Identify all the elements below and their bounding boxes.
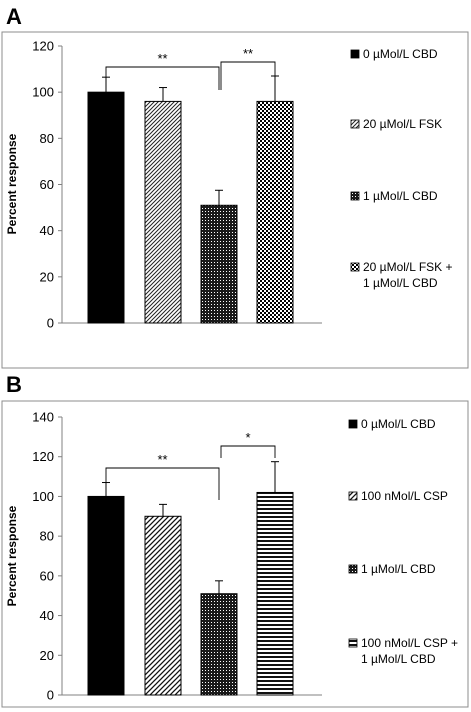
- legend-label: 0 µMol/L CBD: [363, 47, 438, 61]
- legend-swatch: [348, 491, 358, 501]
- y-axis-label: Percent response: [5, 505, 19, 606]
- y-tick-label: 40: [40, 608, 54, 623]
- y-tick-label: 20: [40, 269, 54, 284]
- panel-a: A 0 20 40 60 80 100 120 Percent response 0 µMol/L…: [1, 4, 469, 369]
- y-tick-label: 20: [40, 648, 54, 663]
- significance-label: **: [243, 46, 253, 61]
- significance-bracket: [220, 445, 276, 458]
- significance-bracket: [220, 61, 276, 90]
- legend-label: 1 µMol/L CBD: [361, 562, 436, 576]
- panel-label: A: [6, 4, 22, 29]
- legend-swatch: [350, 119, 360, 129]
- legend-label: 1 µMol/L CBD: [361, 652, 436, 666]
- y-tick-label: 60: [40, 568, 54, 583]
- y-tick-label: 0: [47, 688, 54, 703]
- legend-swatch: [348, 564, 358, 574]
- significance-label: *: [245, 430, 250, 445]
- legend-label: 1 µMol/L CBD: [363, 276, 438, 290]
- y-tick-label: 140: [32, 410, 54, 425]
- legend-swatch: [350, 262, 360, 272]
- y-tick-label: 100: [32, 85, 54, 100]
- chart-frame: [1, 31, 469, 369]
- bar: [256, 100, 294, 324]
- y-tick-label: 120: [32, 39, 54, 54]
- legend-label: 20 µMol/L FSK: [363, 117, 442, 131]
- bar: [87, 91, 125, 324]
- bar: [200, 593, 238, 696]
- legend-label: 0 µMol/L CBD: [361, 417, 436, 431]
- y-tick-label: 80: [40, 131, 54, 146]
- significance-label: **: [157, 452, 167, 467]
- significance-label: **: [157, 51, 167, 66]
- legend-swatch: [350, 49, 360, 59]
- bar: [200, 204, 238, 324]
- legend-swatch: [348, 638, 358, 648]
- legend-label: 100 nMol/L CSP +: [361, 636, 458, 650]
- y-tick-label: 60: [40, 177, 54, 192]
- bar: [256, 491, 294, 696]
- legend-label: 1 µMol/L CBD: [363, 189, 438, 203]
- legend-label: 100 nMol/L CSP: [361, 489, 448, 503]
- legend-label: 20 µMol/L FSK +: [363, 260, 453, 274]
- y-tick-label: 120: [32, 449, 54, 464]
- y-tick-label: 40: [40, 223, 54, 238]
- legend-swatch: [348, 419, 358, 429]
- significance-bracket: [105, 467, 220, 500]
- panel-b: B 0 20 40 60 80 100 120 140 Percent response 0 µMo…: [1, 372, 469, 708]
- y-axis-label: Percent response: [5, 133, 19, 234]
- chart-frame: [1, 400, 469, 708]
- bar: [144, 100, 182, 324]
- significance-bracket: [105, 66, 220, 90]
- bar: [144, 515, 182, 696]
- y-tick-label: 100: [32, 489, 54, 504]
- panel-label: B: [6, 372, 22, 397]
- y-tick-label: 0: [47, 316, 54, 331]
- y-tick-label: 80: [40, 529, 54, 544]
- bar: [87, 495, 125, 696]
- legend-swatch: [350, 191, 360, 201]
